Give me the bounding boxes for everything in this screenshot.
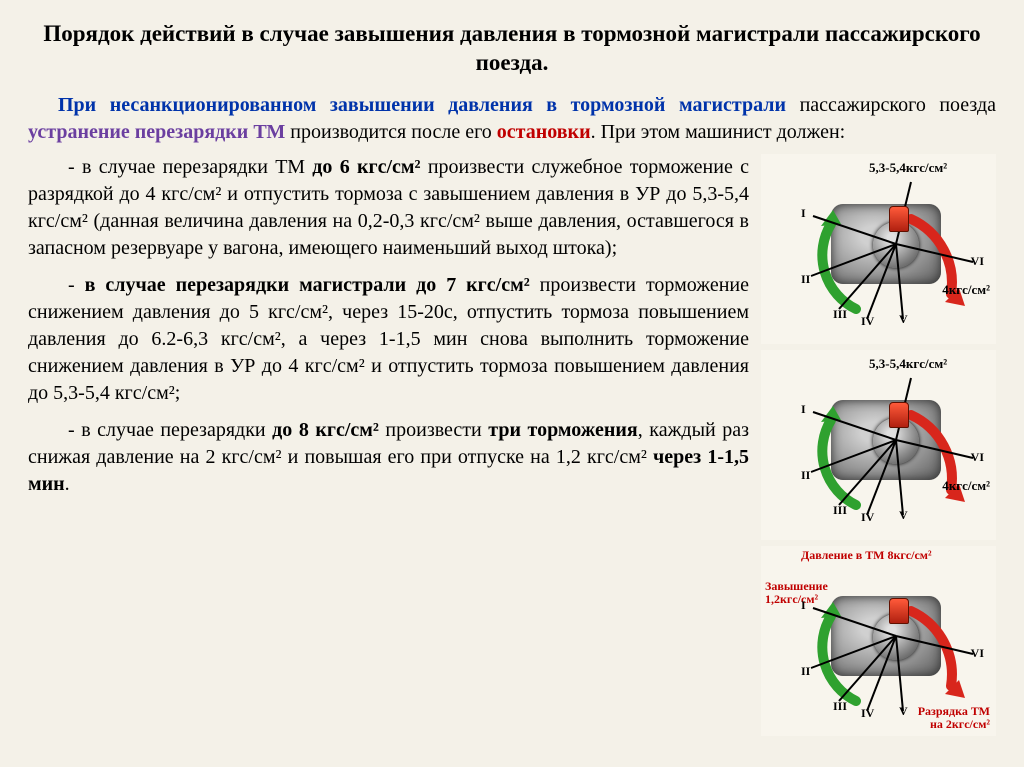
valve-handle-icon (889, 598, 909, 624)
d1-right-val: 4кгс/см² (942, 282, 990, 298)
page-title: Порядок действий в случае завышения давл… (28, 20, 996, 78)
roman-V: V (899, 508, 908, 523)
roman-IV: IV (861, 510, 874, 525)
content-row: - в случае перезарядки ТМ до 6 кгс/см² п… (28, 154, 996, 736)
roman-VI: VI (971, 254, 984, 269)
roman-IV: IV (861, 706, 874, 721)
roman-II: II (801, 468, 810, 483)
intro-blue: При несанкционированном завышении давлен… (58, 94, 786, 116)
roman-IV: IV (861, 314, 874, 329)
valve-handle-icon (889, 206, 909, 232)
d3-bottom-red: Разрядка ТМ на 2кгс/см² (918, 705, 990, 731)
roman-I: I (801, 206, 806, 221)
diagram-3: Давление в ТМ 8кгс/см² Завышение 1,2кгс/… (761, 546, 996, 736)
diagram-column: 5,3-5,4кгс/см² I II III IV V V (761, 154, 996, 736)
p1-b: до 6 кгс/см² (312, 156, 420, 178)
diagram-2: 5,3-5,4кгс/см² I II III IV V V (761, 350, 996, 540)
valve-handle-icon (889, 402, 909, 428)
p3-g: . (65, 473, 70, 495)
intro-tail: . При этом машинист должен: (591, 121, 846, 143)
d2-right-val: 4кгс/см² (942, 478, 990, 494)
arc-overlay-icon (761, 350, 996, 540)
roman-V: V (899, 312, 908, 327)
roman-V: V (899, 704, 908, 719)
roman-I: I (801, 402, 806, 417)
roman-III: III (833, 503, 847, 518)
para-8kgs: - в случае перезарядки до 8 кгс/см² прои… (28, 417, 749, 498)
para-6kgs: - в случае перезарядки ТМ до 6 кгс/см² п… (28, 154, 749, 262)
roman-II: II (801, 272, 810, 287)
p3-c: произвести (379, 419, 488, 441)
intro-paragraph: При несанкционированном завышении давлен… (28, 92, 996, 146)
para-7kgs: - в случае перезарядки магистрали до 7 к… (28, 272, 749, 407)
p3-a: - в случае перезарядки (68, 419, 272, 441)
arc-overlay-icon (761, 154, 996, 344)
roman-III: III (833, 699, 847, 714)
roman-VI: VI (971, 646, 984, 661)
intro-purple: устранение перезарядки ТМ (28, 121, 285, 143)
p3-b: до 8 кгс/см² (272, 419, 379, 441)
roman-III: III (833, 307, 847, 322)
p2-a: - (68, 274, 85, 296)
p1-a: - в случае перезарядки ТМ (68, 156, 312, 178)
roman-I: I (801, 598, 806, 613)
roman-II: II (801, 664, 810, 679)
p2-b: в случае перезарядки магистрали до 7 кгс… (85, 274, 530, 296)
intro-plain1: пассажирского поезда (786, 94, 996, 116)
p3-d: три торможения (488, 419, 637, 441)
roman-VI: VI (971, 450, 984, 465)
intro-red-lead: производится после его (285, 121, 497, 143)
diagram-1: 5,3-5,4кгс/см² I II III IV V V (761, 154, 996, 344)
intro-red: остановки (497, 121, 591, 143)
text-column: - в случае перезарядки ТМ до 6 кгс/см² п… (28, 154, 749, 736)
